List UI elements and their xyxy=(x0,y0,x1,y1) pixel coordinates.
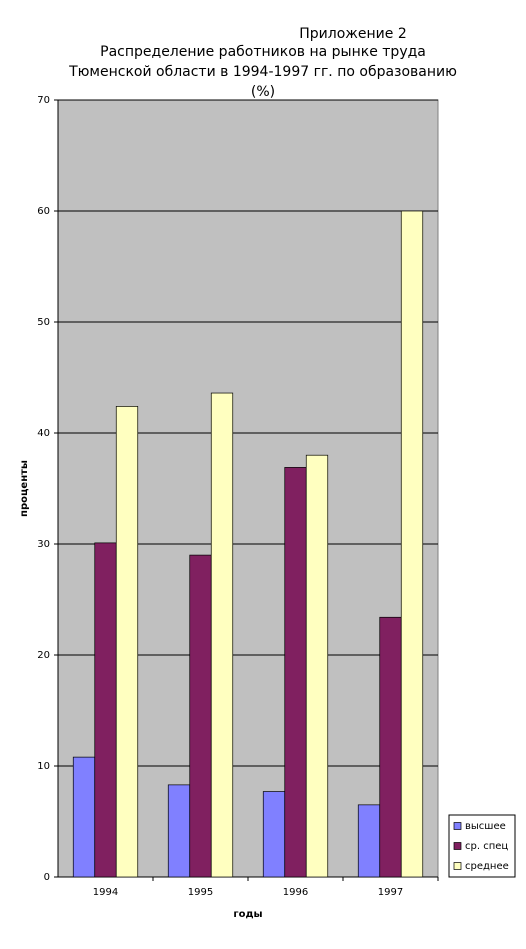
annotation: Приложение 2 xyxy=(299,26,407,42)
y-tick-label: 40 xyxy=(37,428,50,439)
bar xyxy=(305,454,329,878)
legend-label: высшее xyxy=(465,821,506,832)
x-tick-label: 1997 xyxy=(378,887,403,898)
bar xyxy=(262,791,286,878)
chart-title: Распределение работников на рынке труда … xyxy=(69,44,457,100)
bar xyxy=(379,616,402,878)
legend-swatch xyxy=(453,842,462,850)
bar xyxy=(72,756,96,878)
bar xyxy=(400,210,424,878)
bar xyxy=(94,542,117,878)
x-tick-label: 1994 xyxy=(93,887,118,898)
bar xyxy=(284,467,307,878)
bar xyxy=(210,392,234,878)
y-tick-label: 0 xyxy=(44,872,50,883)
x-tick-label: 1995 xyxy=(188,887,213,898)
bar xyxy=(189,554,212,878)
legend-label: среднее xyxy=(465,861,509,872)
y-tick-label: 50 xyxy=(37,317,50,328)
bar xyxy=(167,784,191,878)
x-tick-label: 1996 xyxy=(283,887,308,898)
legend-label: ср. спец xyxy=(465,841,508,852)
y-tick-label: 60 xyxy=(37,206,50,217)
bar xyxy=(115,406,139,878)
legend-swatch xyxy=(453,862,462,870)
y-tick-label: 10 xyxy=(37,761,50,772)
bar xyxy=(357,804,381,878)
x-axis-label: годы xyxy=(233,909,262,920)
y-tick-label: 20 xyxy=(37,650,50,661)
y-tick-label: 30 xyxy=(37,539,50,550)
legend-swatch xyxy=(453,822,462,830)
y-axis-label: проценты xyxy=(19,460,30,517)
y-tick-label: 70 xyxy=(37,95,50,106)
